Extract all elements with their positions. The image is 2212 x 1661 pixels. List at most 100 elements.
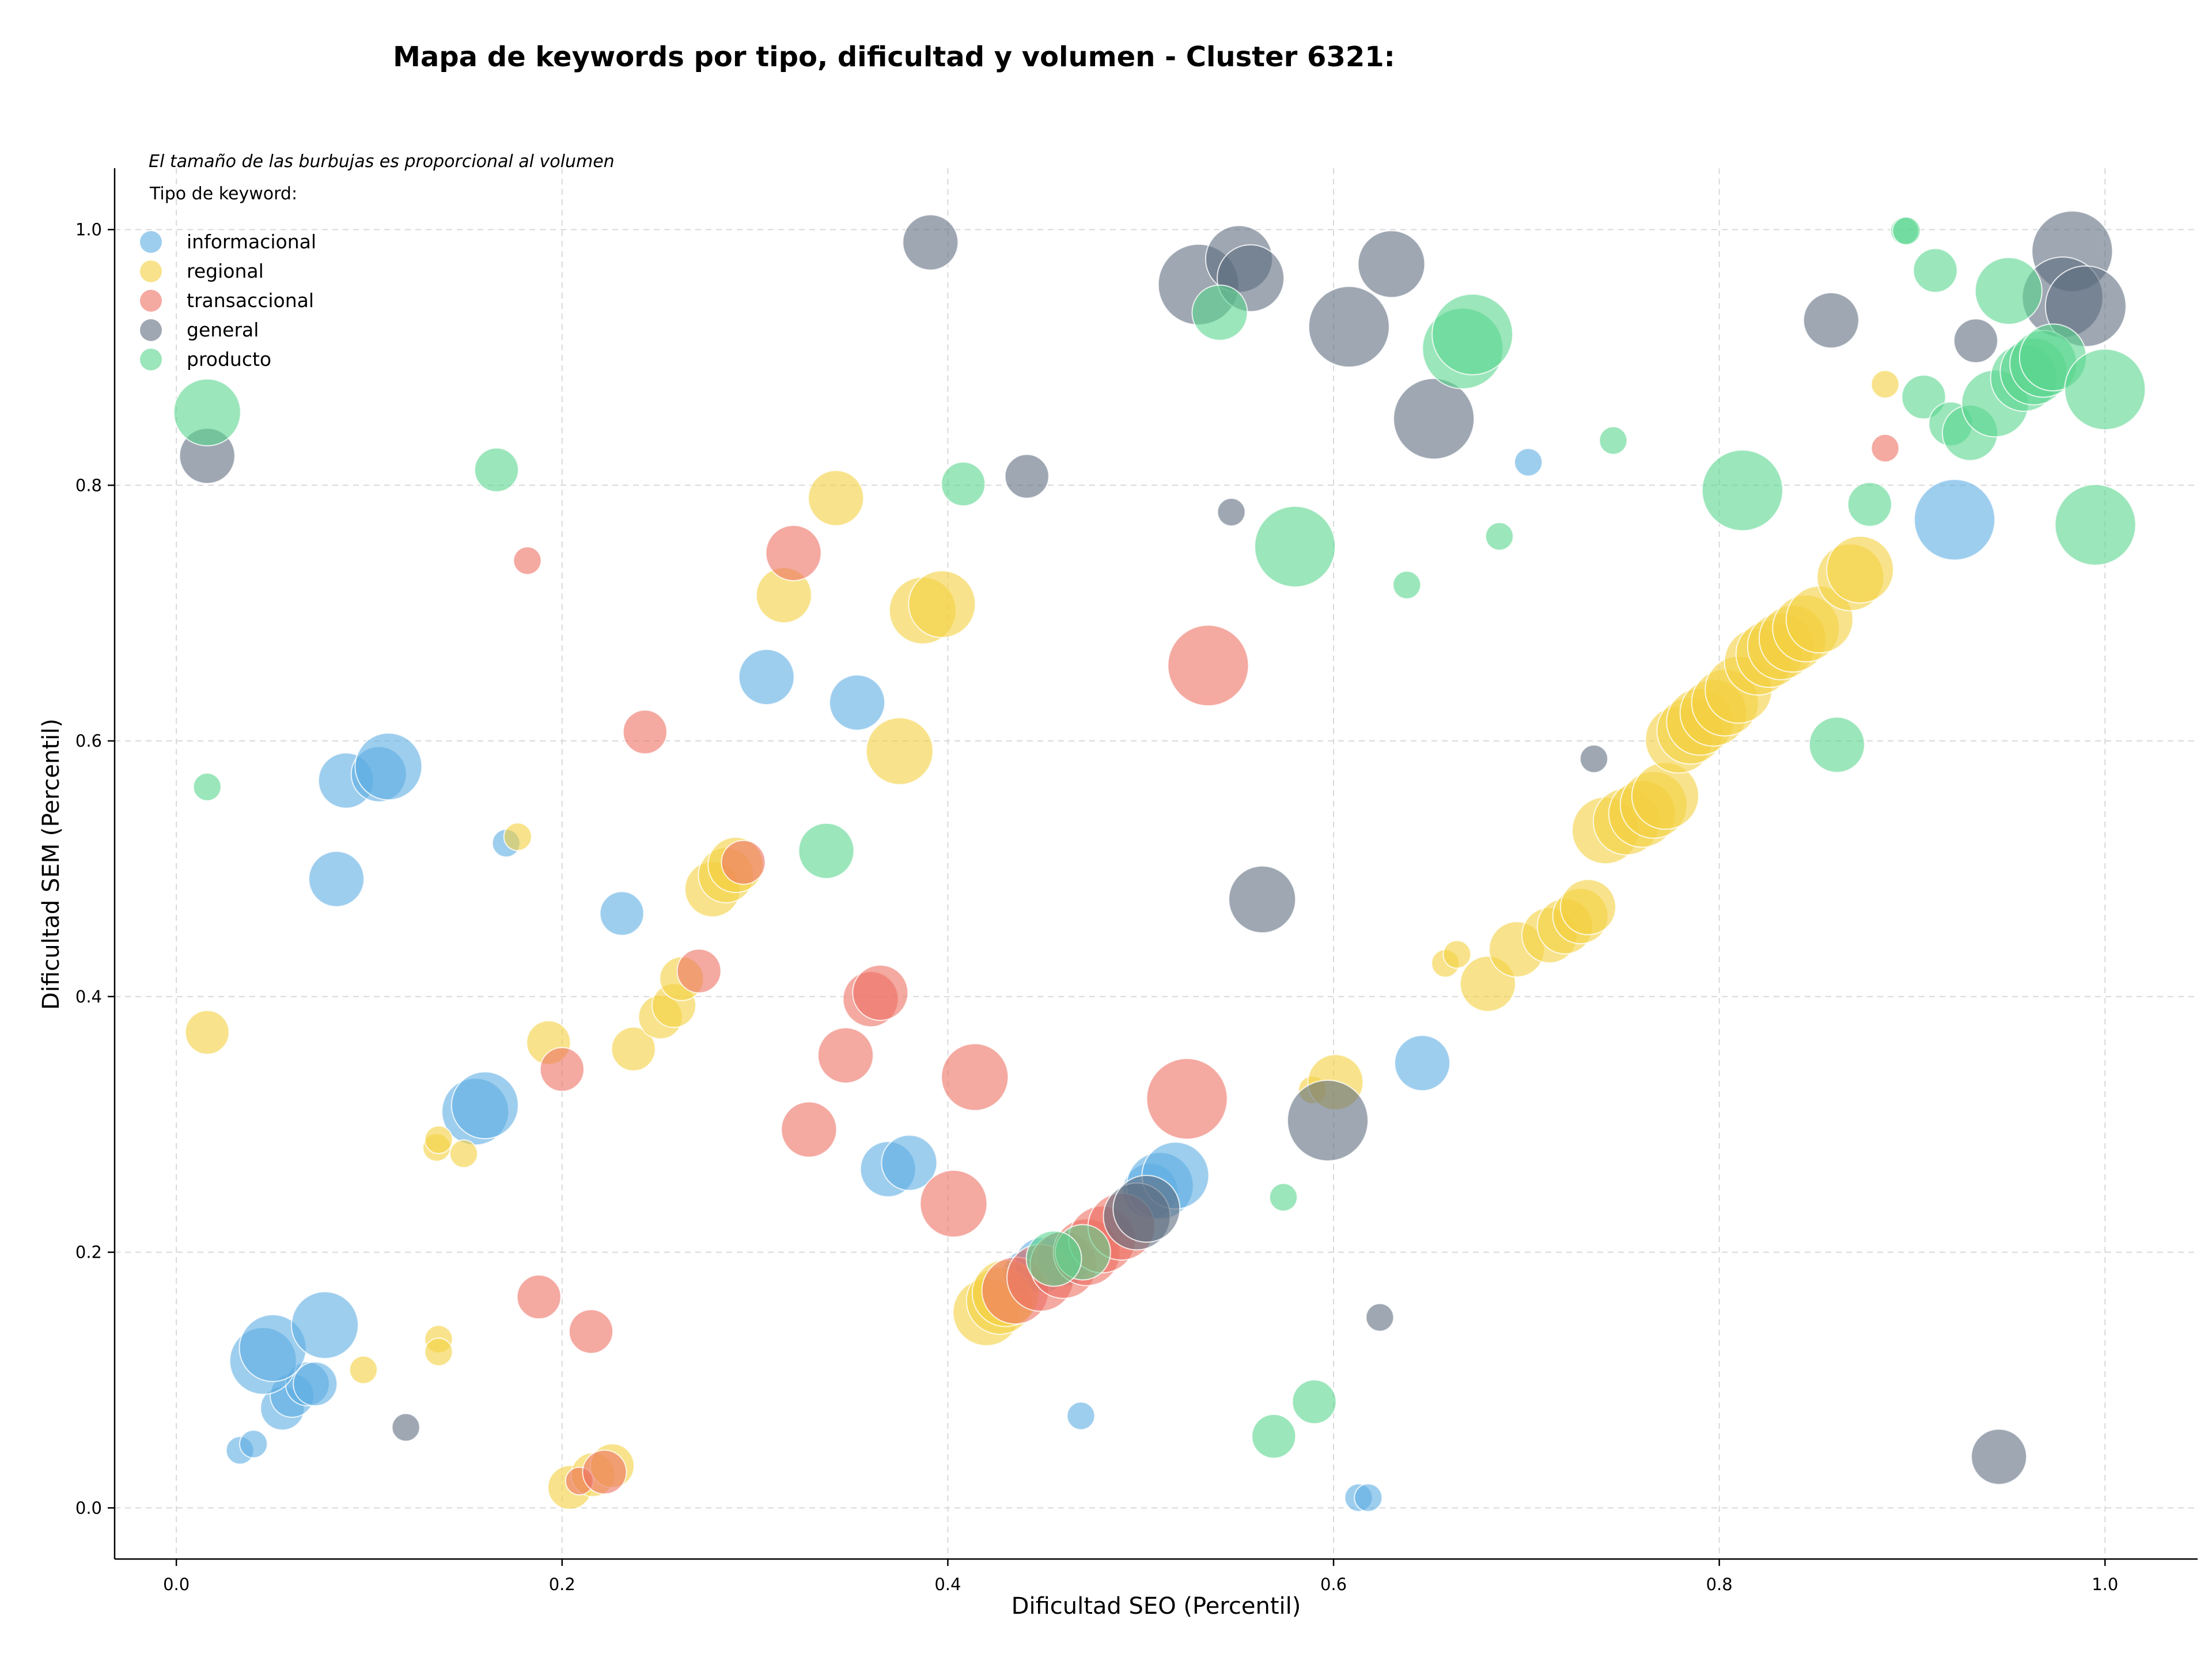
point-regional bbox=[449, 1139, 479, 1168]
point-producto bbox=[1392, 570, 1422, 600]
legend-label-informacional: informacional bbox=[187, 230, 316, 253]
point-informacional bbox=[354, 732, 423, 801]
x-tick-label: 0.4 bbox=[934, 1575, 961, 1594]
x-tick-label: 0.2 bbox=[549, 1575, 575, 1594]
point-transaccional bbox=[1167, 625, 1249, 707]
point-producto bbox=[1808, 716, 1865, 773]
point-regional bbox=[808, 470, 865, 527]
point-regional bbox=[1559, 879, 1616, 936]
point-informacional bbox=[829, 674, 886, 731]
point-informacional bbox=[1354, 1483, 1383, 1512]
point-general bbox=[1357, 230, 1426, 298]
point-regional bbox=[424, 1125, 453, 1155]
point-producto bbox=[2064, 348, 2146, 430]
point-general bbox=[1971, 1428, 2028, 1485]
x-tick-label: 0.6 bbox=[1320, 1575, 1347, 1594]
point-transaccional bbox=[1146, 1058, 1228, 1140]
point-transaccional bbox=[1870, 433, 1900, 463]
legend-marker-general bbox=[140, 319, 162, 341]
legend-marker-transaccional bbox=[140, 290, 162, 312]
legend-marker-producto bbox=[140, 349, 162, 370]
point-regional bbox=[865, 717, 934, 785]
point-producto bbox=[798, 822, 855, 879]
legend-marker-informacional bbox=[140, 231, 162, 253]
point-transaccional bbox=[941, 1043, 1009, 1111]
point-informacional bbox=[1914, 479, 1996, 561]
point-informacional bbox=[290, 1291, 359, 1359]
point-producto bbox=[1701, 449, 1783, 532]
point-transaccional bbox=[781, 1101, 838, 1158]
point-transaccional bbox=[765, 524, 822, 581]
legend-entries: informacional regional transaccional genera… bbox=[140, 230, 316, 370]
point-general bbox=[1393, 377, 1475, 460]
point-producto bbox=[1431, 293, 1514, 376]
point-regional bbox=[908, 570, 976, 638]
point-regional bbox=[611, 1026, 656, 1072]
legend-marker-regional bbox=[140, 260, 162, 282]
point-regional bbox=[1631, 762, 1699, 830]
point-regional bbox=[1870, 369, 1900, 399]
point-general bbox=[1365, 1303, 1395, 1332]
point-transaccional bbox=[539, 1047, 585, 1092]
point-producto bbox=[474, 447, 519, 493]
point-transaccional bbox=[676, 948, 722, 994]
legend-label-regional: regional bbox=[187, 260, 264, 282]
y-tick-label: 1.0 bbox=[75, 220, 102, 240]
point-regional bbox=[424, 1337, 453, 1367]
point-general bbox=[1953, 318, 1998, 364]
point-producto bbox=[1254, 505, 1336, 588]
point-informacional bbox=[599, 891, 645, 936]
point-producto bbox=[1599, 426, 1628, 455]
grid bbox=[115, 168, 2198, 1559]
point-transaccional bbox=[513, 546, 542, 576]
point-producto bbox=[1912, 248, 1958, 293]
legend-title: Tipo de keyword: bbox=[149, 184, 297, 204]
point-producto bbox=[1025, 1230, 1082, 1287]
point-general bbox=[1004, 453, 1050, 499]
point-producto bbox=[1901, 374, 1946, 420]
point-transaccional bbox=[817, 1027, 874, 1084]
legend-label-producto: producto bbox=[187, 348, 271, 370]
point-producto bbox=[1191, 284, 1248, 341]
point-general bbox=[902, 214, 959, 271]
point-transaccional bbox=[516, 1274, 562, 1320]
y-tick-label: 0.2 bbox=[75, 1243, 102, 1262]
legend-note: El tamaño de las burbujas es proporciona… bbox=[149, 152, 615, 172]
y-axis-label: Dificultad SEM (Percentil) bbox=[38, 718, 65, 1010]
point-producto bbox=[1251, 1414, 1297, 1459]
point-regional bbox=[349, 1355, 378, 1384]
x-axis-label: Dificultad SEO (Percentil) bbox=[1012, 1593, 1301, 1620]
point-general bbox=[1802, 292, 1859, 349]
point-producto bbox=[2054, 484, 2137, 566]
point-regional bbox=[1826, 535, 1895, 604]
point-transaccional bbox=[622, 709, 668, 755]
point-informacional bbox=[738, 649, 795, 706]
point-informacional bbox=[239, 1429, 268, 1459]
point-transaccional bbox=[568, 1309, 613, 1354]
point-general bbox=[1217, 497, 1246, 527]
point-regional bbox=[503, 822, 532, 852]
legend-label-transaccional: transaccional bbox=[187, 289, 314, 312]
point-producto bbox=[1291, 1379, 1337, 1425]
point-informacional bbox=[293, 1361, 338, 1407]
point-transaccional bbox=[721, 839, 766, 885]
point-producto bbox=[1974, 257, 2043, 325]
point-producto bbox=[1268, 1183, 1298, 1212]
point-general bbox=[391, 1413, 421, 1442]
point-producto bbox=[192, 772, 222, 801]
point-producto bbox=[1847, 482, 1892, 527]
point-regional bbox=[1442, 940, 1472, 969]
x-tick-label: 0.8 bbox=[1706, 1575, 1733, 1594]
point-producto bbox=[1484, 522, 1514, 551]
point-informacional bbox=[1514, 448, 1543, 477]
point-general bbox=[1308, 286, 1390, 368]
y-tick-label: 0.8 bbox=[75, 475, 102, 495]
point-informacional bbox=[1394, 1035, 1451, 1092]
point-transaccional bbox=[919, 1170, 988, 1238]
point-producto bbox=[941, 461, 986, 507]
point-informacional bbox=[450, 1071, 519, 1140]
point-general bbox=[1112, 1175, 1181, 1243]
point-transaccional bbox=[582, 1450, 627, 1495]
y-tick-label: 0.0 bbox=[75, 1498, 102, 1518]
